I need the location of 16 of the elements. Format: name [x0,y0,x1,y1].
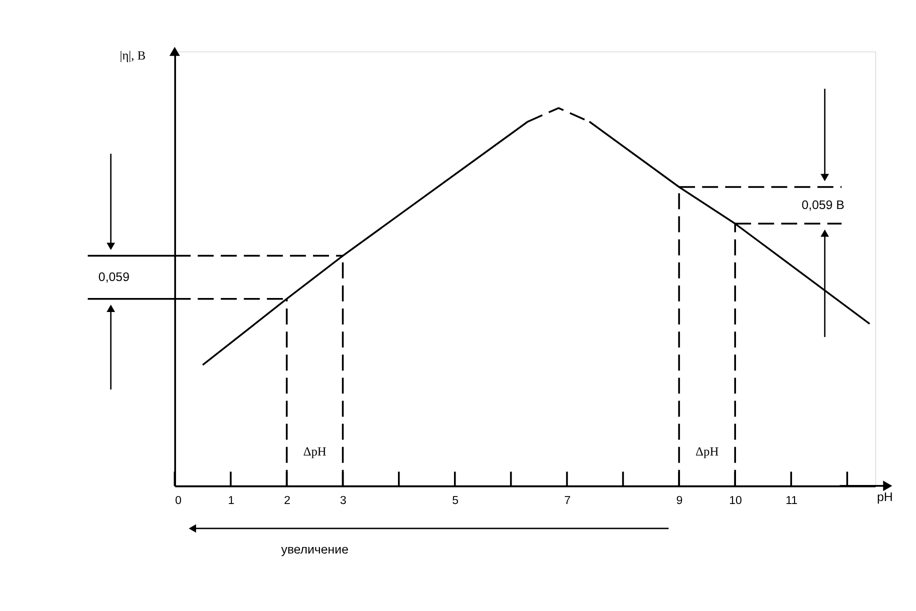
x-tick-label: 11 [786,495,798,508]
annotation: 0,059 В [802,198,844,212]
text: увеличение [281,542,349,556]
x-tick-label: 1 [228,495,234,508]
x-tick-label: 9 [676,495,683,508]
x-tick-label: 10 [729,495,742,508]
annotation: ΔpH [696,444,719,458]
text: 0,059 [98,270,130,284]
x-tick-label: 2 [284,495,290,508]
x-tick-label: 5 [452,495,459,508]
x-tick-label: 0 [175,495,182,508]
x-axis-title: pH [876,490,893,504]
x-tick-label: 3 [340,495,346,508]
x-tick-label: 7 [564,495,571,508]
y-axis-title: |η|, В [120,48,146,62]
annotation: ΔpH [303,444,326,458]
